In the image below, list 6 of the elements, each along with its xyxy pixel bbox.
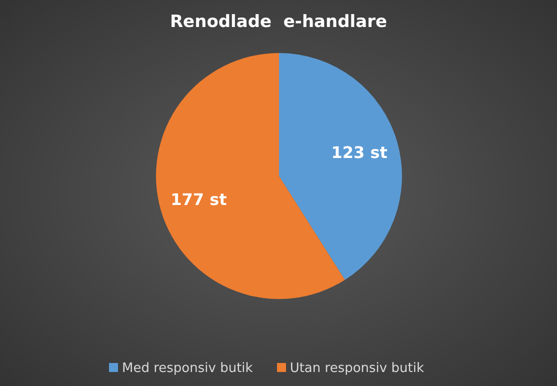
data-label: 177 st bbox=[170, 190, 228, 209]
chart-title: Renodlade e-handlare bbox=[168, 11, 388, 34]
pie-slice bbox=[279, 53, 402, 280]
legend-label: Med responsiv butik bbox=[122, 361, 253, 376]
legend-label: Utan responsiv butik bbox=[290, 361, 424, 376]
data-label: 123 st bbox=[331, 143, 388, 162]
